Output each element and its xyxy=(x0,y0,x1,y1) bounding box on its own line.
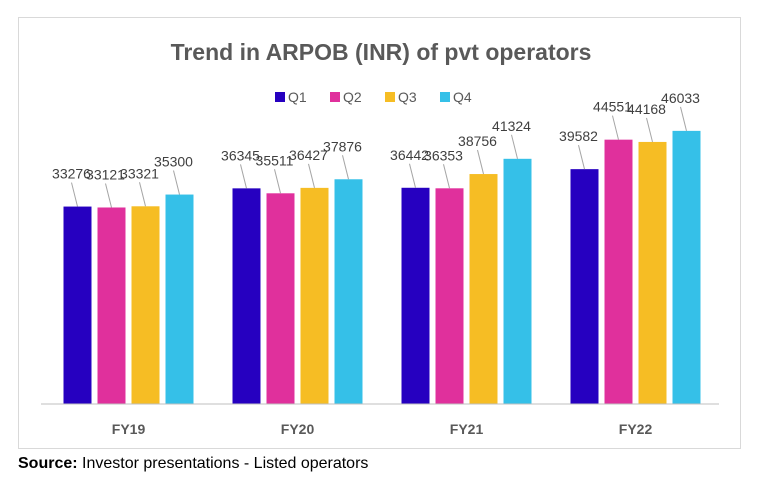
leader-line-fy19-q4 xyxy=(173,170,180,195)
data-label-fy22-q3: 44168 xyxy=(627,101,666,117)
leader-lines-group xyxy=(71,106,687,208)
bar-fy21-q2 xyxy=(435,188,464,404)
x-tick-fy19: FY19 xyxy=(112,421,146,437)
bar-fy19-q3 xyxy=(131,206,160,404)
bar-fy20-q2 xyxy=(266,193,295,404)
bar-fy19-q2 xyxy=(97,207,126,404)
bars-group xyxy=(63,130,701,405)
legend-label-q3: Q3 xyxy=(398,89,417,105)
chart-svg: Trend in ARPOB (INR) of pvt operators Q1… xyxy=(41,39,719,437)
leader-line-fy22-q2 xyxy=(612,115,619,140)
data-label-fy22-q2: 44551 xyxy=(593,99,632,115)
data-label-fy22-q4: 46033 xyxy=(661,90,700,106)
data-label-fy21-q4: 41324 xyxy=(492,118,531,134)
data-label-fy20-q4: 37876 xyxy=(323,138,362,154)
data-label-fy20-q1: 36345 xyxy=(221,147,260,163)
legend-label-q1: Q1 xyxy=(288,89,307,105)
bar-fy20-q3 xyxy=(300,187,329,404)
source-label: Source: xyxy=(18,455,78,472)
bar-fy20-q1 xyxy=(232,188,261,404)
legend-swatch-q4 xyxy=(440,92,450,102)
data-label-fy20-q3: 36427 xyxy=(289,147,328,163)
data-label-fy21-q3: 38756 xyxy=(458,133,497,149)
data-label-fy21-q1: 36442 xyxy=(390,147,429,163)
chart-frame: Trend in ARPOB (INR) of pvt operators Q1… xyxy=(18,17,741,449)
leader-line-fy22-q4 xyxy=(680,106,687,131)
x-tick-fy21: FY21 xyxy=(450,421,484,437)
legend-label-q4: Q4 xyxy=(453,89,472,105)
bar-fy20-q4 xyxy=(334,179,363,404)
leader-line-fy20-q4 xyxy=(342,155,349,180)
data-label-fy19-q2: 33121 xyxy=(86,166,125,182)
data-label-fy21-q2: 36353 xyxy=(424,147,463,163)
leader-line-fy21-q3 xyxy=(477,149,484,175)
legend: Q1 Q2 Q3 Q4 xyxy=(275,89,472,105)
legend-swatch-q2 xyxy=(330,92,340,102)
source-note: Source: Investor presentations - Listed … xyxy=(18,455,368,473)
data-label-fy22-q1: 39582 xyxy=(559,128,598,144)
chart-title: Trend in ARPOB (INR) of pvt operators xyxy=(171,39,592,65)
bar-fy21-q4 xyxy=(503,158,532,404)
leader-line-fy21-q4 xyxy=(511,134,518,159)
leader-line-fy22-q3 xyxy=(646,117,653,143)
data-label-fy19-q3: 33321 xyxy=(120,165,159,181)
leader-line-fy21-q2 xyxy=(443,164,450,189)
bar-fy19-q1 xyxy=(63,206,92,404)
bar-fy21-q3 xyxy=(469,174,498,404)
leader-line-fy21-q1 xyxy=(409,163,416,188)
bar-fy21-q1 xyxy=(401,187,430,404)
legend-label-q2: Q2 xyxy=(343,89,362,105)
data-label-fy20-q2: 35511 xyxy=(256,152,294,168)
legend-swatch-q3 xyxy=(385,92,395,102)
leader-line-fy20-q2 xyxy=(274,169,281,194)
x-tick-fy22: FY22 xyxy=(619,421,653,437)
leader-line-fy19-q2 xyxy=(105,183,112,208)
source-text: Investor presentations - Listed operator… xyxy=(82,455,369,472)
x-tick-labels-group: FY19 FY20 FY21 FY22 xyxy=(112,421,653,437)
leader-line-fy20-q3 xyxy=(308,163,315,188)
leader-line-fy19-q3 xyxy=(139,182,146,207)
bar-fy22-q4 xyxy=(672,130,701,405)
data-label-fy19-q1: 33276 xyxy=(52,166,91,182)
bar-fy22-q2 xyxy=(604,139,633,404)
leader-line-fy19-q1 xyxy=(71,182,78,207)
bar-fy22-q1 xyxy=(570,169,599,404)
x-tick-fy20: FY20 xyxy=(281,421,315,437)
bar-fy19-q4 xyxy=(165,194,194,404)
leader-line-fy20-q1 xyxy=(240,164,247,189)
legend-swatch-q1 xyxy=(275,92,285,102)
leader-line-fy22-q1 xyxy=(578,145,585,170)
bar-fy22-q3 xyxy=(638,141,667,404)
data-label-fy19-q4: 35300 xyxy=(154,154,193,170)
